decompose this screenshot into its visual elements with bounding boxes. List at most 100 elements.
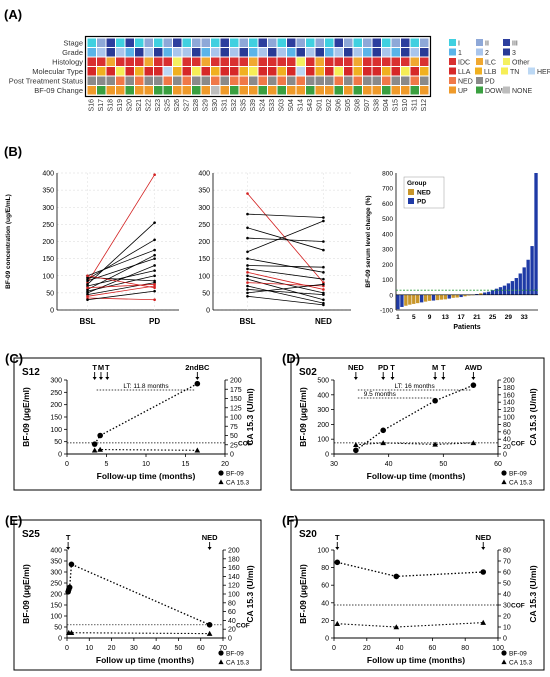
y2-axis-label: CA 15.3 (U/ml) [528, 565, 538, 622]
y-tick-label: 500 [317, 378, 329, 385]
panel-b-label: (B) [4, 144, 22, 159]
event-label: NED [348, 363, 364, 372]
x-tick-label: 10 [142, 461, 150, 468]
heatmap-legend-swatch [503, 48, 510, 56]
heatmap-cell [211, 86, 220, 95]
heatmap-cell [249, 86, 258, 95]
y-tick-label: 200 [42, 239, 54, 246]
waterfall-bar [526, 259, 530, 295]
y-tick-label: 50 [46, 290, 54, 297]
heatmap-cell [173, 76, 182, 85]
heatmap-cell [410, 76, 419, 85]
y2-tick-label: 20 [503, 614, 511, 621]
y-tick-label: 300 [50, 378, 62, 385]
heatmap-cell [363, 38, 372, 47]
heatmap-patient-label: S05 [345, 99, 352, 112]
y-tick-label: 100 [198, 273, 210, 280]
heatmap-cell [306, 57, 315, 66]
heatmap-cell [420, 67, 429, 76]
x-tick-label: 30 [330, 461, 338, 468]
heatmap-legend-swatch [476, 77, 483, 84]
panel-e-chart: (E)S250501001502002503003504000204060801… [5, 513, 262, 671]
panel-label-a: (A) [4, 7, 22, 22]
heatmap-cell [97, 57, 106, 66]
panel-frame [290, 519, 545, 671]
heatmap-legend-label: UP [458, 88, 468, 95]
data-point [246, 274, 249, 278]
heatmap-patient-label: S21 [136, 99, 143, 112]
heatmap-legend-label: LLA [458, 69, 471, 76]
data-point [153, 264, 156, 267]
heatmap-cell [201, 38, 210, 47]
heatmap-patient-label: S15 [393, 99, 400, 112]
heatmap-cell [410, 38, 419, 47]
y-axis-label: BF-09 (µgE/ml) [21, 564, 31, 624]
heatmap-cell [325, 86, 334, 95]
series-line [87, 249, 155, 277]
heatmap-cell [220, 76, 229, 85]
y-tick-label: 150 [198, 256, 210, 263]
data-point [246, 284, 249, 288]
y-tick-label: 0 [325, 452, 329, 459]
heatmap-legend-swatch [476, 86, 483, 94]
y-tick-label: 400 [42, 171, 54, 178]
heatmap-cell [277, 38, 286, 47]
heatmap-cell [334, 48, 343, 57]
y-tick-label: 200 [50, 402, 62, 409]
heatmap-cell [420, 48, 429, 57]
heatmap-cell [334, 67, 343, 76]
data-point [322, 303, 325, 307]
y2-tick-label: 40 [228, 618, 236, 625]
series-line [247, 285, 324, 304]
heatmap-frame [84, 35, 432, 98]
heatmap-cell [125, 48, 134, 57]
heatmap-cell [230, 57, 239, 66]
heatmap-cell [315, 48, 324, 57]
data-point [246, 277, 249, 281]
waterfall-bar [483, 292, 487, 295]
heatmap-patient-label: S18 [108, 99, 115, 112]
heatmap-legend-label: ILC [485, 60, 496, 67]
heatmap-cell [372, 48, 381, 57]
heatmap-cell [249, 57, 258, 66]
y-tick-label: 700 [382, 186, 393, 193]
series-line [87, 283, 155, 289]
x-tick-label: 15 [182, 461, 190, 468]
patient-id: S02 [299, 367, 317, 378]
span-label: LT: 16 months [394, 383, 435, 390]
heatmap-cell [163, 86, 172, 95]
heatmap-legend-swatch [449, 77, 456, 84]
heatmap-cell [353, 38, 362, 47]
ca153-line [355, 442, 474, 446]
ca153-line [94, 449, 198, 451]
data-point [86, 279, 89, 283]
y-tick-label: 400 [198, 171, 210, 178]
event-label: 2ndBC [185, 363, 210, 372]
heatmap-cell [277, 67, 286, 76]
y2-tick-label: 40 [503, 437, 511, 444]
heatmap-cell [382, 76, 391, 85]
heatmap-cell [106, 76, 115, 85]
heatmap-patient-label: S19 [117, 99, 124, 112]
heatmap-cell [106, 86, 115, 95]
event-label: T [441, 363, 446, 372]
y2-tick-label: 20 [228, 627, 236, 634]
y2-tick-label: 180 [228, 556, 240, 563]
heatmap-cell [249, 48, 258, 57]
x-axis-label: Follow-up time (months) [367, 471, 466, 481]
waterfall-bar [431, 294, 436, 301]
data-point [322, 298, 325, 302]
x-axis-label: Follow-up time (months) [97, 471, 196, 481]
heatmap-patient-label: S02 [326, 99, 333, 112]
y2-tick-label: 100 [228, 592, 240, 599]
heatmap-legend-swatch [475, 67, 482, 75]
heatmap-cell [353, 86, 362, 95]
heatmap-cell [268, 67, 277, 76]
heatmap-cell [353, 48, 362, 57]
bf09-marker [480, 569, 487, 575]
heatmap-cell [116, 38, 125, 47]
heatmap-cell [401, 48, 410, 57]
x-tick-label: 30 [130, 645, 138, 652]
y2-tick-label: 0 [503, 636, 507, 643]
x-tick-label: NED [315, 317, 332, 326]
